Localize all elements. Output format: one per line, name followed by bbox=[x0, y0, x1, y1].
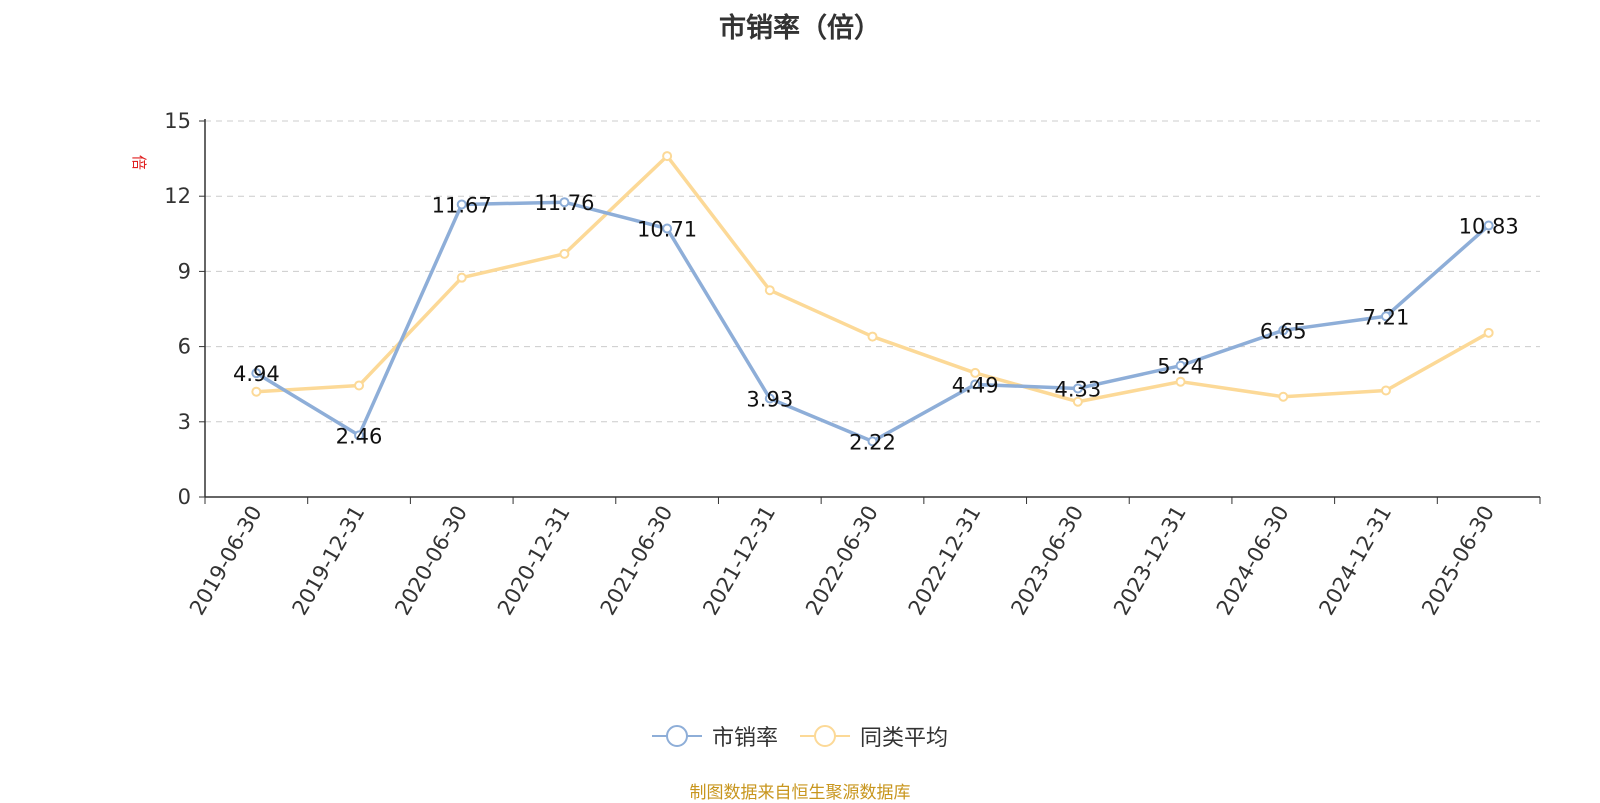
y-tick-label-2: 6 bbox=[178, 335, 191, 359]
data-label-2: 11.67 bbox=[432, 193, 492, 217]
series-0-point-10 bbox=[1278, 325, 1289, 336]
series-1-point-6 bbox=[867, 331, 878, 342]
series-1-point-7 bbox=[970, 367, 981, 378]
legend-item-pe[interactable]: 市销率 bbox=[651, 720, 778, 752]
data-label-5: 3.93 bbox=[746, 387, 793, 411]
series-1-point-3 bbox=[559, 248, 570, 259]
series-0-point-3 bbox=[559, 197, 570, 208]
series-0-point-5 bbox=[764, 393, 775, 404]
series-1-point-4 bbox=[662, 151, 673, 162]
series-0-point-1 bbox=[354, 430, 365, 441]
series-0-point-4 bbox=[662, 223, 673, 234]
legend-marker-avg-icon bbox=[800, 725, 850, 747]
series-1-point-9 bbox=[1175, 376, 1186, 387]
series-0-point-12 bbox=[1483, 220, 1494, 231]
x-tick-label-7: 2022-12-31 bbox=[904, 502, 986, 620]
data-label-12: 10.83 bbox=[1459, 215, 1519, 239]
y-tick-label-1: 3 bbox=[178, 410, 191, 434]
data-label-9: 5.24 bbox=[1157, 355, 1204, 379]
series-1-point-0 bbox=[251, 386, 262, 397]
series-1-point-8 bbox=[1072, 396, 1083, 407]
series-0-point-2 bbox=[456, 199, 467, 210]
y-tick-label-0: 0 bbox=[178, 485, 191, 509]
series-1-point-5 bbox=[764, 285, 775, 296]
x-tick-label-9: 2023-12-31 bbox=[1109, 502, 1191, 620]
series-1-point-1 bbox=[354, 380, 365, 391]
y-tick-label-3: 9 bbox=[178, 259, 191, 283]
data-label-4: 10.71 bbox=[637, 218, 697, 242]
series-1-point-2 bbox=[456, 272, 467, 283]
data-label-0: 4.94 bbox=[233, 362, 280, 386]
data-label-3: 11.76 bbox=[534, 191, 594, 215]
data-label-7: 4.49 bbox=[952, 373, 999, 397]
series-0-point-8 bbox=[1072, 383, 1083, 394]
x-tick-label-11: 2024-12-31 bbox=[1314, 502, 1396, 620]
y-tick-label-4: 12 bbox=[164, 184, 191, 208]
x-tick-label-1: 2019-12-31 bbox=[288, 502, 370, 620]
legend-marker-pe-icon bbox=[651, 725, 702, 747]
series-1-point-11 bbox=[1380, 385, 1391, 396]
data-label-10: 6.65 bbox=[1260, 319, 1307, 343]
series-1-point-12 bbox=[1483, 327, 1494, 338]
x-tick-label-8: 2023-06-30 bbox=[1006, 502, 1088, 620]
legend-label-avg: 同类平均 bbox=[860, 726, 949, 751]
data-label-1: 2.46 bbox=[336, 424, 383, 448]
series-0-point-9 bbox=[1175, 360, 1186, 371]
x-tick-label-4: 2021-06-30 bbox=[596, 502, 678, 620]
legend: 市销率 同类平均 bbox=[0, 720, 1600, 752]
x-tick-label-3: 2020-12-31 bbox=[493, 502, 575, 620]
series-0-point-11 bbox=[1380, 311, 1391, 322]
x-tick-label-10: 2024-06-30 bbox=[1212, 502, 1294, 620]
y-tick-label-5: 15 bbox=[164, 109, 191, 133]
x-tick-label-12: 2025-06-30 bbox=[1417, 502, 1499, 620]
data-label-8: 4.33 bbox=[1055, 377, 1102, 401]
legend-label-pe: 市销率 bbox=[711, 726, 778, 751]
data-source-note: 制图数据来自恒生聚源数据库 bbox=[689, 783, 911, 803]
legend-item-avg[interactable]: 同类平均 bbox=[800, 720, 948, 752]
x-tick-label-6: 2022-06-30 bbox=[801, 502, 883, 620]
x-tick-label-2: 2020-06-30 bbox=[390, 502, 472, 620]
x-tick-label-0: 2019-06-30 bbox=[185, 502, 267, 620]
chart-title: 市销率（倍） bbox=[719, 13, 881, 44]
series-0-point-7 bbox=[970, 379, 981, 390]
x-tick-label-5: 2021-12-31 bbox=[698, 502, 780, 620]
series-0-point-0 bbox=[251, 368, 262, 379]
series-1-point-10 bbox=[1278, 391, 1289, 402]
data-label-6: 2.22 bbox=[849, 430, 896, 454]
series-0-point-6 bbox=[867, 436, 878, 447]
data-label-11: 7.21 bbox=[1363, 305, 1410, 329]
